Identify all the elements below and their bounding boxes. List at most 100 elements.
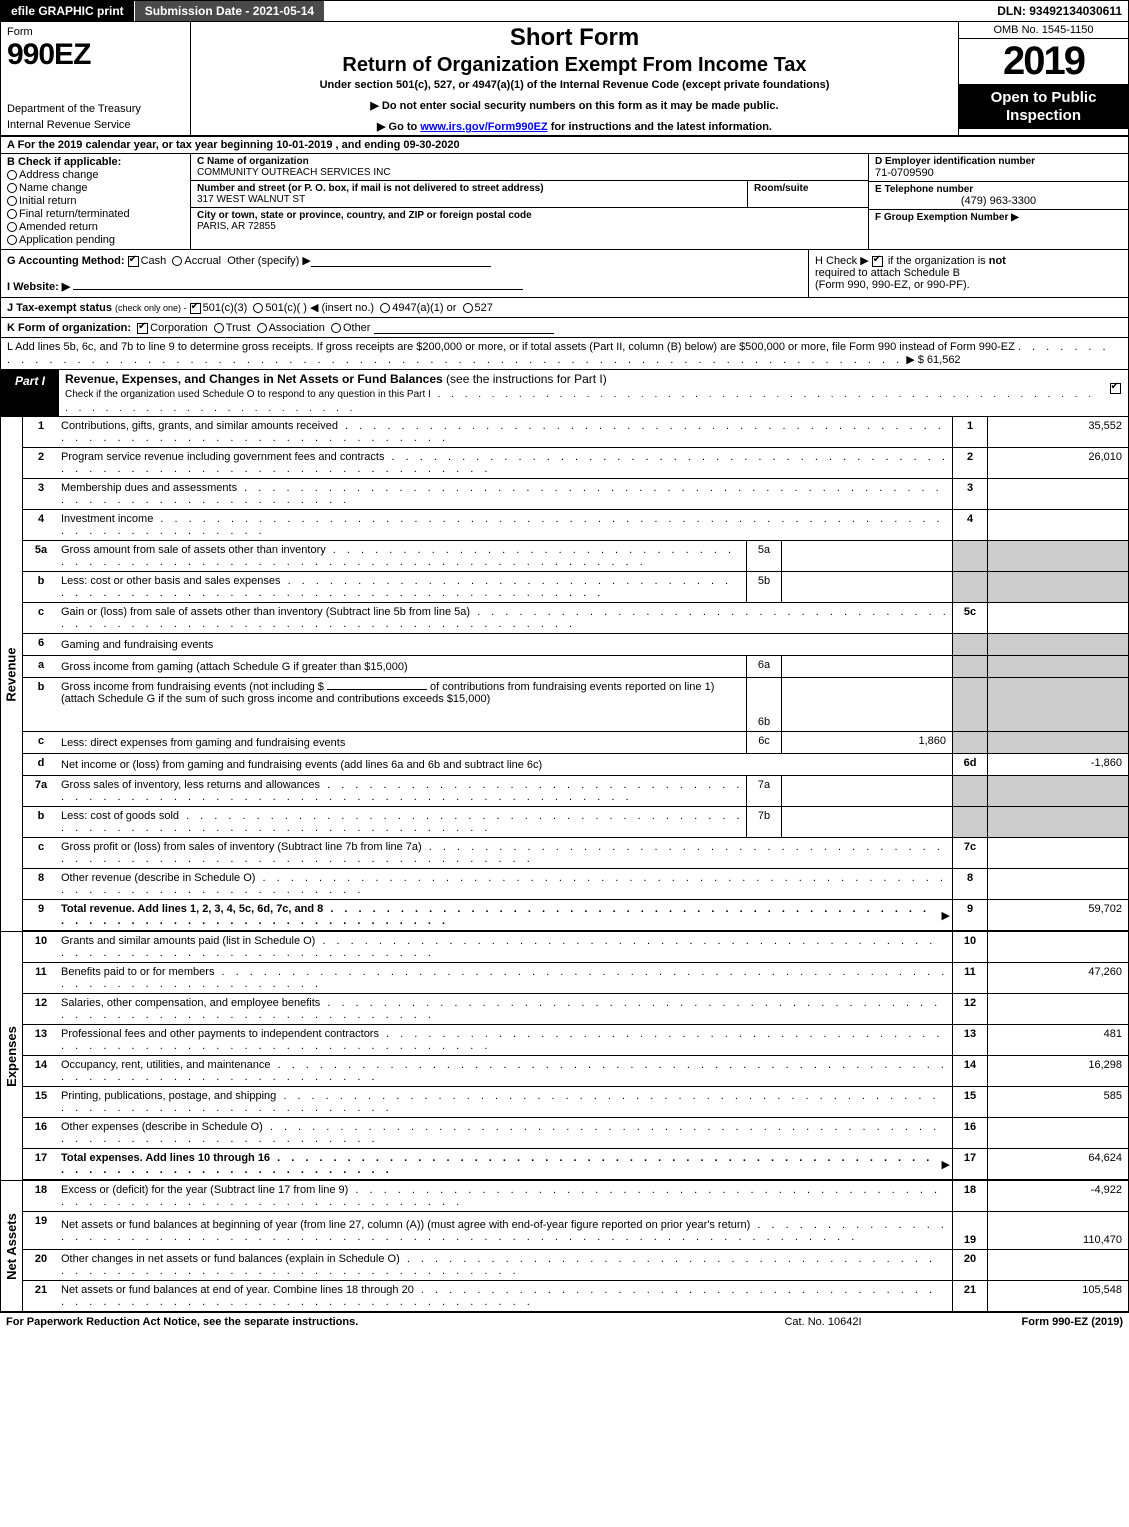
h-not: not <box>989 255 1006 267</box>
entity-block: B Check if applicable: Address change Na… <box>0 154 1129 250</box>
chk-address-change[interactable] <box>7 170 17 180</box>
l5b-desc: Less: cost or other basis and sales expe… <box>61 575 744 599</box>
under-section: Under section 501(c), 527, or 4947(a)(1)… <box>197 79 952 91</box>
page-footer: For Paperwork Reduction Act Notice, see … <box>0 1313 1129 1331</box>
part1-title: Revenue, Expenses, and Changes in Net As… <box>65 372 443 386</box>
l10-desc: Grants and similar amounts paid (list in… <box>61 935 950 959</box>
lbl-4947: 4947(a)(1) or <box>392 302 456 314</box>
section-c: C Name of organization COMMUNITY OUTREAC… <box>191 154 868 249</box>
l13-num: 13 <box>23 1025 59 1055</box>
l16-rv <box>988 1118 1128 1148</box>
l6b-mv <box>782 678 952 731</box>
org-name-label: C Name of organization <box>197 156 862 167</box>
l19-desc: Net assets or fund balances at beginning… <box>61 1219 950 1243</box>
section-k: K Form of organization: Corporation Trus… <box>0 318 1129 338</box>
l5b-num: b <box>23 572 59 602</box>
l20-rv <box>988 1250 1128 1280</box>
l5a-rv <box>988 541 1128 571</box>
form-header: Form 990EZ Department of the Treasury In… <box>0 22 1129 137</box>
l7c-rv <box>988 838 1128 868</box>
l7c-num: c <box>23 838 59 868</box>
l6a-desc: Gross income from gaming (attach Schedul… <box>61 661 408 673</box>
l7b-rn <box>952 807 988 837</box>
line-15: 15 Printing, publications, postage, and … <box>23 1087 1128 1118</box>
lbl-other-org: Other <box>343 322 371 334</box>
l9-rn: 9 <box>952 900 988 930</box>
l21-num: 21 <box>23 1281 59 1311</box>
l18-desc: Excess or (deficit) for the year (Subtra… <box>61 1184 950 1208</box>
l7c-rn: 7c <box>952 838 988 868</box>
lbl-application-pending: Application pending <box>19 234 115 246</box>
other-specify-field[interactable] <box>311 254 491 267</box>
submission-date-button[interactable]: Submission Date - 2021-05-14 <box>135 1 325 21</box>
l3-num: 3 <box>23 479 59 509</box>
l4-num: 4 <box>23 510 59 540</box>
chk-h[interactable] <box>872 256 883 267</box>
chk-accrual[interactable] <box>172 256 182 266</box>
chk-4947[interactable] <box>380 303 390 313</box>
other-org-field[interactable] <box>374 321 554 334</box>
line-11: 11 Benefits paid to or for members 11 47… <box>23 963 1128 994</box>
l6-rv <box>988 634 1128 655</box>
chk-other-org[interactable] <box>331 323 341 333</box>
l2-rn: 2 <box>952 448 988 478</box>
chk-amended-return[interactable] <box>7 222 17 232</box>
l6a-num: a <box>23 656 59 677</box>
line-7c: c Gross profit or (loss) from sales of i… <box>23 838 1128 869</box>
phone-label: E Telephone number <box>875 184 1122 195</box>
l16-rn: 16 <box>952 1118 988 1148</box>
efile-print-button[interactable]: efile GRAPHIC print <box>1 1 135 21</box>
footer-mid: Cat. No. 10642I <box>723 1316 923 1328</box>
l9-rv: 59,702 <box>988 900 1128 930</box>
chk-initial-return[interactable] <box>7 196 17 206</box>
chk-501c3[interactable] <box>190 303 201 314</box>
chk-application-pending[interactable] <box>7 235 17 245</box>
l12-desc: Salaries, other compensation, and employ… <box>61 997 950 1021</box>
chk-final-return[interactable] <box>7 209 17 219</box>
chk-527[interactable] <box>463 303 473 313</box>
l18-rn: 18 <box>952 1181 988 1211</box>
line-6c: c Less: direct expenses from gaming and … <box>23 732 1128 754</box>
l4-rv <box>988 510 1128 540</box>
street-value: 317 WEST WALNUT ST <box>197 194 741 205</box>
group-exemption-label: F Group Exemption Number ▶ <box>875 212 1122 223</box>
l11-rn: 11 <box>952 963 988 993</box>
chk-501c[interactable] <box>253 303 263 313</box>
chk-name-change[interactable] <box>7 183 17 193</box>
l4-desc: Investment income <box>61 513 950 537</box>
section-l: L Add lines 5b, 6c, and 7b to line 9 to … <box>0 338 1129 370</box>
line-6b: b Gross income from fundraising events (… <box>23 678 1128 732</box>
website-field[interactable] <box>73 277 523 290</box>
chk-cash[interactable] <box>128 256 139 267</box>
line-7b: b Less: cost of goods sold 7b <box>23 807 1128 838</box>
line-16: 16 Other expenses (describe in Schedule … <box>23 1118 1128 1149</box>
chk-part1-schedule-o[interactable] <box>1110 383 1121 394</box>
line-5b: b Less: cost or other basis and sales ex… <box>23 572 1128 603</box>
chk-corporation[interactable] <box>137 323 148 334</box>
l5b-mn: 5b <box>746 572 782 602</box>
l6b-num: b <box>23 678 59 731</box>
l6b-fillin[interactable] <box>327 689 427 690</box>
l-amount: $ 61,562 <box>918 354 961 366</box>
l12-rv <box>988 994 1128 1024</box>
lbl-initial-return: Initial return <box>19 195 76 207</box>
l1-num: 1 <box>23 417 59 447</box>
row-gh: G Accounting Method: Cash Accrual Other … <box>0 250 1129 298</box>
short-form-title: Short Form <box>197 24 952 52</box>
l15-desc: Printing, publications, postage, and shi… <box>61 1090 950 1114</box>
irs-link[interactable]: www.irs.gov/Form990EZ <box>420 121 547 133</box>
line-19: 19 Net assets or fund balances at beginn… <box>23 1212 1128 1250</box>
l6b-desc1: Gross income from fundraising events (no… <box>61 681 324 693</box>
revenue-tab: Revenue <box>1 417 23 931</box>
chk-association[interactable] <box>257 323 267 333</box>
l6c-rv <box>988 732 1128 753</box>
l11-desc: Benefits paid to or for members <box>61 966 950 990</box>
lbl-final-return: Final return/terminated <box>19 208 130 220</box>
l6b-rv <box>988 678 1128 731</box>
chk-trust[interactable] <box>214 323 224 333</box>
l6-num: 6 <box>23 634 59 655</box>
lbl-527: 527 <box>475 302 493 314</box>
l7b-desc: Less: cost of goods sold <box>61 810 744 834</box>
lbl-amended-return: Amended return <box>19 221 98 233</box>
l14-rn: 14 <box>952 1056 988 1086</box>
